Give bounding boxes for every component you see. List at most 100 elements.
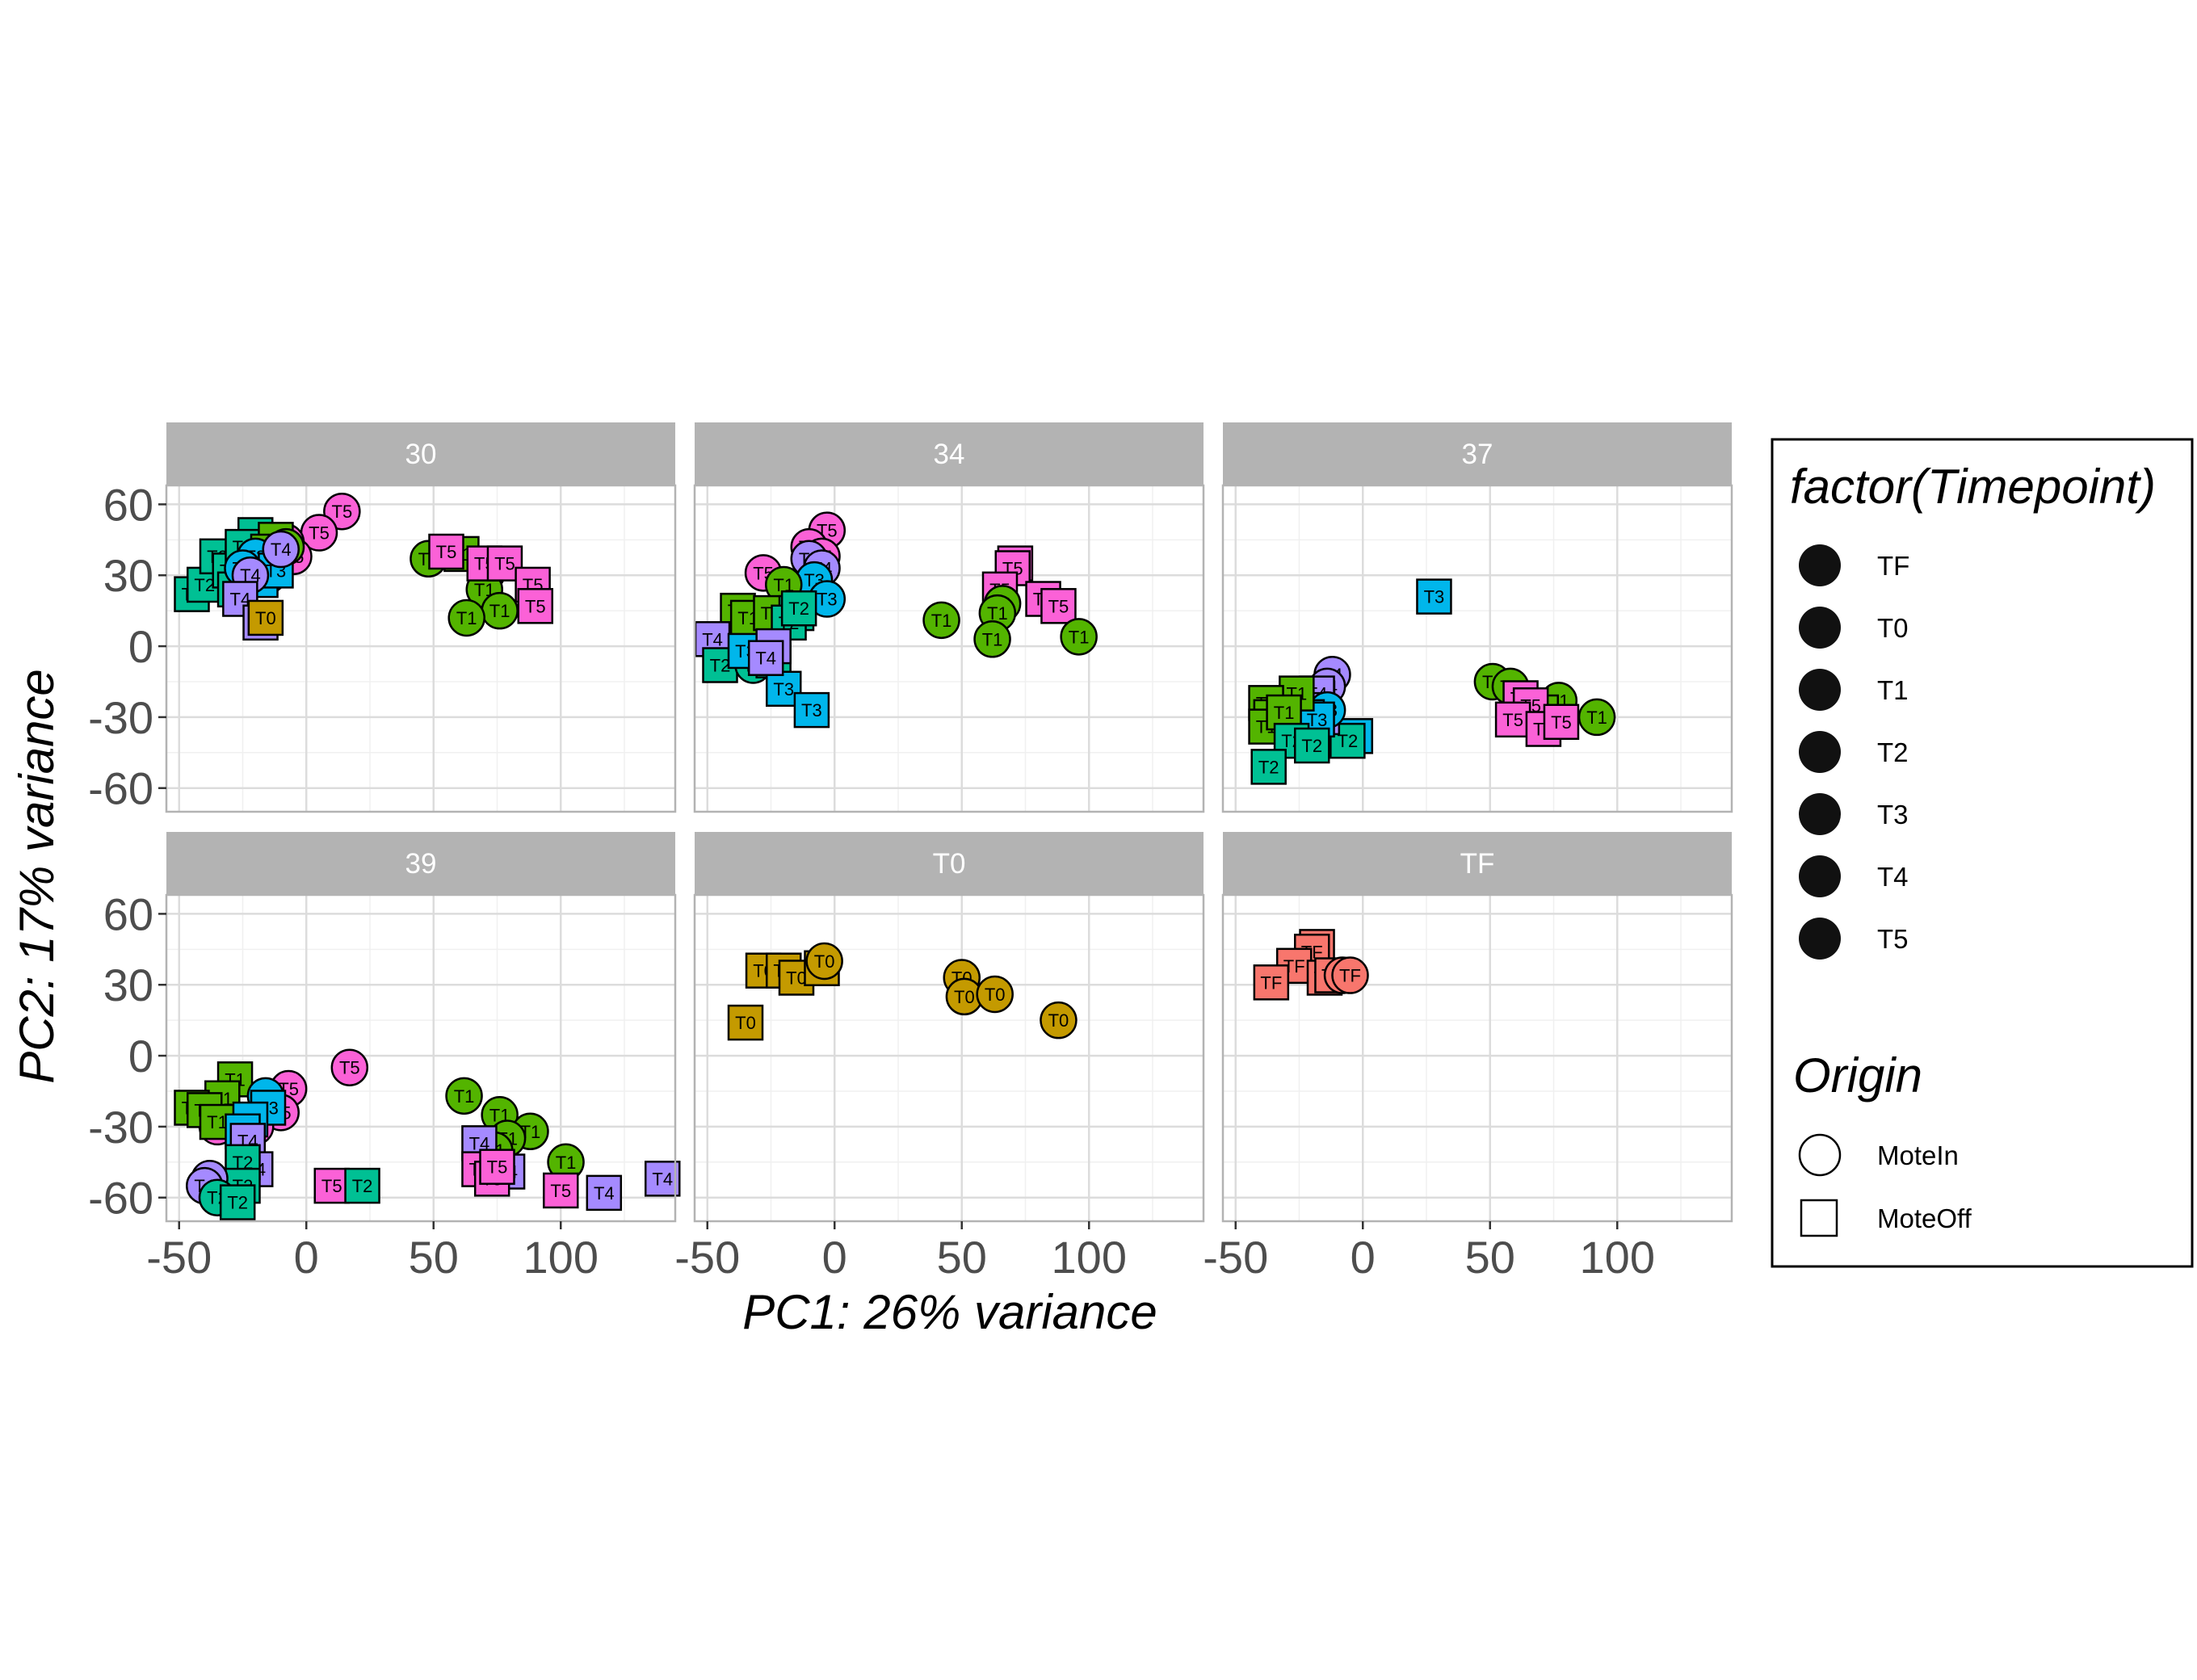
legend-label-t1: T1	[1877, 675, 1909, 705]
point-marker-motein	[1040, 1001, 1077, 1040]
point-marker-motein	[445, 1077, 483, 1115]
legend-label-motein: MoteIn	[1877, 1140, 1959, 1170]
point-marker-moteoff	[1253, 964, 1290, 1001]
facet-panel-30: 30T1T1T1T1T1T1T5T5T5T5T5T5T5T5T5T5T5T2T2…	[165, 422, 677, 813]
y-tick-label: -60	[88, 1173, 153, 1224]
point-marker-motein	[262, 530, 300, 569]
point-marker-moteoff	[219, 1184, 256, 1220]
legend-origin-keys: MoteIn MoteOff	[1798, 1133, 1972, 1237]
legend-timepoint-keys: TF T0 T1 T2 T3 T4 T5	[1799, 544, 1909, 960]
panel-border	[693, 893, 1205, 1223]
point-label: T5	[309, 523, 330, 544]
legend-label-moteoff: MoteOff	[1877, 1203, 1972, 1233]
data-points: T0T0T0T0T0T0T0T0T0T0	[727, 942, 1077, 1041]
y-tick-label: -30	[88, 1102, 153, 1153]
point-label: T0	[786, 968, 807, 988]
legend-key-t2	[1799, 731, 1841, 773]
point-marker-moteoff	[222, 581, 258, 617]
data-points: T5T1T1T1T1T1T1T4T4T4T4T5T5T5T5T5T2T5T5T5…	[174, 1048, 681, 1220]
legend-title-timepoint: factor(Timepoint)	[1790, 460, 2156, 514]
point-marker-moteoff	[1250, 749, 1287, 785]
point-label: T4	[652, 1169, 673, 1189]
facet-strip-label: 34	[934, 439, 965, 470]
point-label: T5	[321, 1176, 342, 1196]
point-label: T5	[550, 1181, 571, 1201]
legend-title-origin: Origin	[1793, 1048, 1922, 1102]
point-label: T5	[525, 596, 546, 616]
point-marker-moteoff	[344, 1167, 380, 1204]
y-tick-label: 0	[128, 1031, 153, 1082]
x-axis-title: PC1: 26% variance	[742, 1285, 1157, 1339]
point-label: T0	[814, 951, 835, 972]
y-axis-title: PC2: 17% variance	[10, 669, 64, 1084]
legend-box	[1771, 438, 2194, 1268]
facet-strip-label: 37	[1462, 439, 1493, 470]
point-label: T1	[207, 1112, 228, 1132]
point-marker-motein	[976, 975, 1014, 1014]
point-label: T2	[1258, 757, 1279, 777]
point-label: T3	[1424, 587, 1445, 607]
point-marker-moteoff	[1416, 578, 1452, 615]
point-marker-moteoff	[586, 1174, 623, 1212]
facet-strip	[695, 832, 1204, 895]
point-label: T3	[1307, 710, 1328, 730]
point-marker-moteoff	[428, 533, 464, 570]
facet-strip-label: TF	[1460, 848, 1495, 880]
point-marker-moteoff	[793, 691, 830, 729]
x-tick-label: 0	[822, 1232, 847, 1283]
x-tick-label: 100	[1580, 1232, 1655, 1283]
x-tick-label: 50	[1465, 1232, 1515, 1283]
point-label: T1	[1274, 703, 1295, 723]
facet-strip-label: T0	[933, 848, 966, 880]
point-marker-moteoff	[313, 1167, 350, 1204]
point-label: T2	[194, 575, 215, 595]
point-marker-motein	[330, 1048, 369, 1086]
x-tick-label: 50	[937, 1232, 987, 1283]
y-tick-label: 0	[128, 621, 153, 672]
x-tick-label: -50	[674, 1232, 740, 1283]
data-points: T3T3T2T1T1T1T1T1T1T5T5T5T5T5T4T4T4T4T4T4…	[1248, 578, 1616, 785]
facet-strip	[1223, 832, 1732, 895]
point-marker-moteoff	[780, 590, 817, 627]
point-label: T1	[456, 608, 477, 628]
facet-strip-label: 39	[405, 848, 437, 880]
data-points: TFTFTFTFTFTFTFTF	[1253, 929, 1369, 1001]
x-tick-label: 0	[294, 1232, 319, 1283]
point-label: T2	[1338, 731, 1359, 751]
legend-key-t0	[1799, 607, 1841, 649]
point-label: T0	[954, 987, 975, 1007]
point-marker-moteoff	[747, 640, 784, 676]
facet-strip	[166, 422, 675, 485]
point-label: T0	[985, 985, 1006, 1005]
point-label: T0	[255, 608, 276, 628]
point-label: T5	[494, 554, 515, 574]
point-label: T2	[788, 598, 809, 619]
point-label: T2	[1301, 736, 1322, 756]
data-points: T1T1T1T1T1T1T5T5T5T5T5T5T5T5T5T5T5T2T2T2…	[174, 492, 553, 641]
facet-panel-39: 39T5T1T1T1T1T1T1T4T4T4T4T5T5T5T5T5T2T5T5…	[165, 832, 681, 1223]
point-label: T1	[1069, 627, 1090, 647]
point-label: T3	[801, 700, 822, 720]
y-tick-label: 60	[103, 888, 153, 939]
point-label: T1	[987, 603, 1008, 624]
facet-strip	[695, 422, 1204, 485]
legend-key-t4	[1799, 855, 1841, 897]
panel-border	[1221, 893, 1733, 1223]
point-label: T1	[931, 611, 952, 631]
x-tick-label: -50	[146, 1232, 212, 1283]
panel-border	[1221, 484, 1733, 813]
point-label: T5	[1551, 712, 1572, 733]
legend-label-t0: T0	[1877, 613, 1909, 643]
point-label: T4	[271, 540, 292, 560]
point-marker-motein	[1060, 618, 1098, 656]
point-marker-moteoff	[1040, 588, 1077, 624]
point-marker-moteoff	[727, 1004, 764, 1041]
point-label: TF	[1260, 972, 1282, 993]
facet-panels: 30T1T1T1T1T1T1T5T5T5T5T5T5T5T5T5T5T5T2T2…	[165, 422, 1733, 1223]
facet-panel-TF: TFTFTFTFTFTFTFTFTF	[1221, 832, 1733, 1223]
point-label: T5	[1048, 596, 1069, 616]
point-marker-moteoff	[543, 1172, 579, 1209]
x-tick-label: -50	[1203, 1232, 1268, 1283]
point-label: T1	[556, 1153, 577, 1173]
